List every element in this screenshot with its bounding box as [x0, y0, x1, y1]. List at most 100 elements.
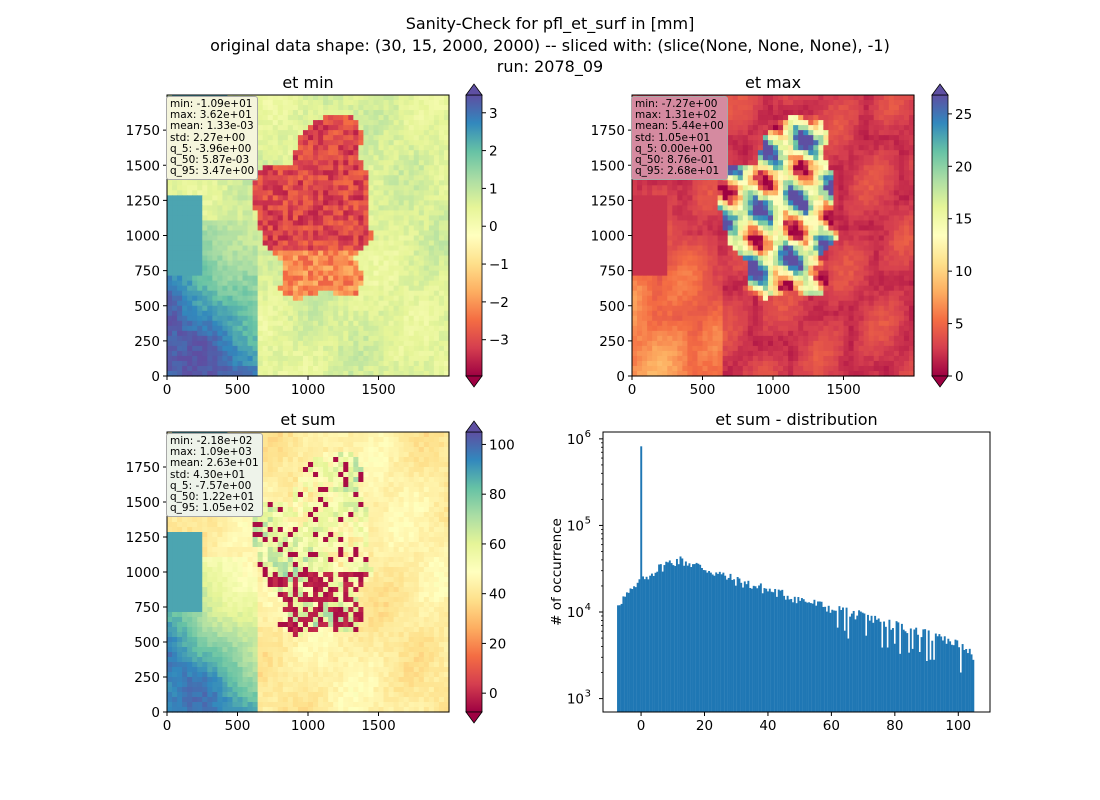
colorbar-extend-max — [931, 83, 949, 96]
y-tick-label: 1750 — [126, 460, 160, 476]
x-tick-label: 500 — [225, 718, 251, 734]
histogram-bar — [881, 647, 884, 712]
histogram-bar — [740, 582, 743, 712]
histogram-bar — [836, 627, 839, 712]
histogram-bar — [900, 623, 903, 712]
colorbar-extend-min — [465, 375, 483, 388]
histogram-bar — [713, 575, 716, 712]
histogram-bar — [899, 653, 902, 712]
y-tick-label-exponent: 6 — [585, 429, 591, 440]
histogram-bar — [795, 603, 798, 712]
x-tick-label: 40 — [759, 718, 776, 734]
histogram-bar — [636, 582, 639, 712]
histogram-bar — [809, 603, 812, 712]
histogram-bar — [661, 571, 664, 712]
histogram-bar — [763, 588, 766, 712]
x-tick-label: 500 — [225, 382, 251, 398]
histogram-bar — [827, 605, 830, 712]
histogram-bar — [733, 579, 736, 712]
histogram-bar — [906, 633, 909, 712]
panel-title: et min — [282, 73, 333, 92]
histogram-bar — [911, 648, 914, 712]
colorbar-tick-label: −2 — [489, 295, 509, 311]
histogram-bar — [704, 570, 707, 712]
histogram-bar — [970, 654, 973, 712]
histogram-bar — [634, 587, 637, 712]
histogram-bar — [756, 588, 759, 712]
histogram-bar — [927, 630, 930, 712]
histogram-bar — [888, 619, 891, 712]
histogram-bar — [692, 564, 694, 712]
histogram-bar — [645, 576, 648, 712]
y-tick-label: 1500 — [126, 158, 160, 174]
y-tick-label: 1250 — [126, 530, 160, 546]
histogram-bar — [811, 603, 814, 712]
histogram-bar — [747, 580, 750, 712]
histogram-bar — [952, 645, 955, 712]
histogram-bar — [838, 606, 841, 712]
histogram-bar — [624, 596, 627, 712]
histogram-bar — [913, 629, 916, 712]
y-tick-label: 250 — [134, 670, 160, 686]
histogram-bar — [925, 661, 928, 712]
histogram-bar — [686, 565, 689, 712]
colorbar-tick-label: −3 — [489, 333, 509, 349]
histogram-bar — [654, 572, 657, 712]
histogram-bar — [938, 634, 941, 712]
histogram-bar — [622, 596, 625, 712]
x-tick-label: 500 — [690, 382, 716, 398]
histogram-bar — [843, 630, 846, 712]
stats-line: q_50: 5.87e-03 — [170, 154, 250, 167]
x-tick-label: 0 — [637, 718, 646, 734]
histogram-bar — [767, 591, 769, 712]
histogram-bar — [768, 588, 771, 712]
histogram-bar — [729, 573, 732, 712]
histogram-bar — [675, 558, 678, 712]
histogram-bar — [829, 612, 832, 712]
x-tick-label: 1000 — [291, 718, 325, 734]
histogram-bar — [840, 609, 843, 712]
histogram-bar — [861, 612, 864, 712]
y-tick-label-exponent: 5 — [585, 515, 591, 526]
x-tick-label: 1500 — [361, 382, 395, 398]
histogram-bar — [945, 643, 948, 712]
histogram-bar — [947, 638, 950, 712]
histogram-bar — [875, 619, 878, 712]
colorbar-tick-label: 100 — [489, 437, 515, 453]
panel-title: et sum — [280, 410, 335, 429]
histogram-bar — [779, 590, 782, 712]
histogram-bar — [933, 659, 936, 712]
histogram-bar — [909, 628, 912, 712]
histogram-bar — [859, 611, 862, 712]
stats-line: mean: 5.44e+00 — [635, 120, 724, 133]
histogram-bar — [777, 589, 780, 712]
histogram-bar — [772, 592, 775, 712]
histogram-bar — [783, 595, 786, 712]
colorbar: 0 20 40 60 80 100 — [465, 420, 515, 724]
y-tick-label: 750 — [599, 264, 625, 280]
colorbar-tick-label: 60 — [489, 537, 506, 553]
y-tick-label: 500 — [599, 299, 625, 315]
histogram-bar — [650, 573, 653, 712]
heatmap-image — [167, 432, 450, 713]
histogram-bar — [904, 631, 907, 712]
stats-line: mean: 2.63e+01 — [170, 457, 259, 470]
stats-box: min: -2.18e+02 max: 1.09e+03 mean: 2.63e+0… — [166, 433, 263, 518]
histogram-bar — [717, 573, 719, 712]
histogram-bar — [958, 647, 961, 712]
histogram-bar — [920, 637, 923, 712]
stats-line: q_95: 2.68e+01 — [635, 165, 720, 178]
stats-line: std: 2.27e+00 — [170, 131, 246, 144]
histogram-bar — [849, 616, 852, 712]
histogram-bar — [893, 643, 896, 712]
histogram-bar — [884, 626, 887, 712]
histogram-bar — [749, 587, 752, 712]
histogram-bar — [802, 599, 805, 712]
histogram-bar — [968, 648, 971, 712]
histogram-bar — [690, 567, 693, 712]
colorbar: −3 −2 −1 0 1 2 3 — [465, 83, 509, 388]
histogram-bar — [663, 565, 666, 712]
histogram-bar — [813, 599, 816, 712]
